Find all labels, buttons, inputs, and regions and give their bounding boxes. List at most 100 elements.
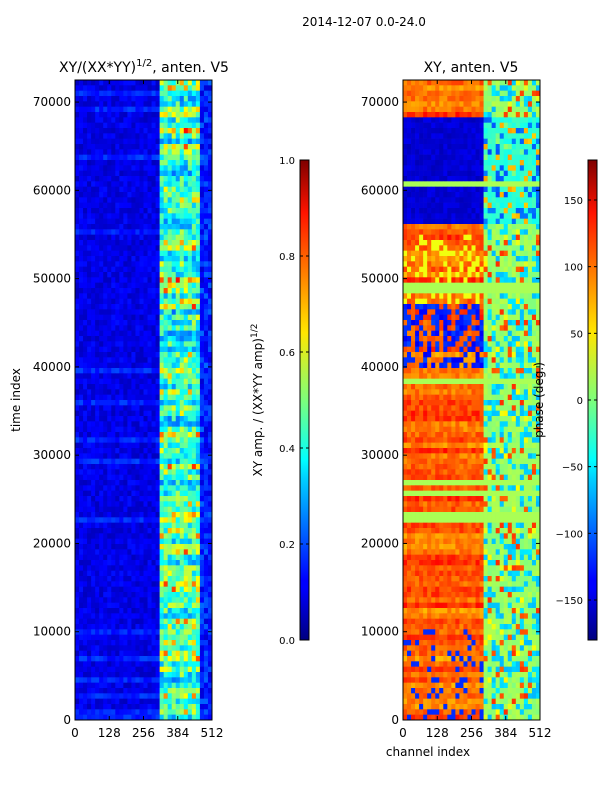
left-heatmap-cell xyxy=(187,410,193,417)
left-heatmap-cell xyxy=(155,586,160,593)
left-heatmap-cell xyxy=(111,288,116,294)
left-heatmap-cell xyxy=(179,480,185,486)
left-heatmap-cell xyxy=(107,554,112,561)
right-heatmap-cell xyxy=(435,149,440,155)
left-heatmap-cell xyxy=(111,240,116,246)
left-heatmap-cell xyxy=(119,197,124,203)
right-heatmap-cell xyxy=(427,192,432,198)
left-heatmap-cell xyxy=(119,170,124,177)
left-heatmap-cell xyxy=(143,474,148,481)
left-heatmap-cell xyxy=(183,693,189,699)
left-heatmap-cell xyxy=(175,474,181,481)
left-heatmap-cell xyxy=(159,336,164,342)
left-heatmap-cell xyxy=(147,336,152,342)
left-heatmap-cell xyxy=(143,85,148,91)
left-heatmap-cell xyxy=(139,613,144,619)
left-heatmap-cell xyxy=(207,149,213,155)
right-heatmap-cell xyxy=(407,112,412,118)
right-heatmap-cell xyxy=(507,192,513,198)
right-heatmap-cell xyxy=(447,160,452,166)
left-heatmap-cell xyxy=(147,586,152,593)
left-heatmap-cell xyxy=(131,464,136,470)
right-heatmap-cell xyxy=(471,176,476,182)
right-heatmap-cell xyxy=(423,154,428,161)
left-heatmap-cell xyxy=(91,704,96,710)
left-heatmap-cell xyxy=(83,480,88,486)
left-heatmap-cell xyxy=(91,181,96,187)
left-heatmap-cell xyxy=(123,133,128,139)
left-heatmap-cell xyxy=(79,373,84,379)
left-heatmap-cell xyxy=(203,405,209,411)
left-heatmap-cell xyxy=(103,256,108,262)
left-heatmap-cell xyxy=(79,544,84,550)
left-heatmap-cell xyxy=(111,602,116,609)
left-heatmap-cell xyxy=(191,704,197,710)
left-heatmap-cell xyxy=(147,373,152,379)
left-heatmap-cell xyxy=(171,394,177,401)
left-heatmap-cell xyxy=(79,496,84,502)
left-heatmap-cell xyxy=(143,368,148,374)
left-heatmap-cell xyxy=(103,560,108,566)
left-heatmap-cell xyxy=(79,666,84,673)
left-heatmap-cell xyxy=(175,138,181,145)
left-heatmap-cell xyxy=(171,538,177,545)
left-heatmap-cell xyxy=(119,474,124,481)
left-heatmap-cell xyxy=(155,613,160,619)
left-heatmap-cell xyxy=(95,480,100,486)
left-y-tick-label: 0 xyxy=(63,713,71,727)
right-heatmap-cell xyxy=(519,197,525,203)
left-heatmap-cell xyxy=(139,533,144,539)
left-heatmap-cell xyxy=(95,688,100,694)
left-heatmap-cell xyxy=(75,90,80,97)
left-heatmap-cell xyxy=(183,384,189,390)
left-heatmap-cell xyxy=(79,474,84,481)
left-heatmap-cell xyxy=(99,368,104,374)
left-heatmap-cell xyxy=(147,597,152,603)
left-heatmap-cell xyxy=(115,453,120,459)
left-heatmap-cell xyxy=(83,266,88,273)
left-heatmap-cell xyxy=(111,320,116,326)
left-heatmap-cell xyxy=(155,570,160,577)
left-heatmap-cell xyxy=(127,602,132,609)
left-heatmap-cell xyxy=(147,608,152,614)
left-heatmap-cell xyxy=(79,368,84,374)
left-heatmap-cell xyxy=(111,650,116,657)
left-heatmap-cell xyxy=(147,288,152,294)
left-heatmap-cell xyxy=(111,432,116,438)
left-heatmap-cell xyxy=(115,357,120,363)
left-heatmap-cell xyxy=(119,634,124,641)
left-heatmap-cell xyxy=(91,229,96,235)
left-heatmap-cell xyxy=(143,256,148,262)
left-heatmap-cell xyxy=(159,138,164,145)
left-heatmap-cell xyxy=(207,330,213,337)
right-heatmap-cell xyxy=(495,192,501,198)
left-heatmap-cell xyxy=(131,144,136,150)
left-heatmap-cell xyxy=(123,192,128,198)
left-heatmap-cell xyxy=(95,522,100,529)
left-heatmap-cell xyxy=(183,714,189,721)
left-heatmap-cell xyxy=(195,330,201,337)
left-heatmap-cell xyxy=(111,357,116,363)
left-heatmap-cell xyxy=(159,309,164,315)
right-heatmap-cell xyxy=(531,154,537,161)
left-heatmap-cell xyxy=(123,677,128,683)
left-heatmap-cell xyxy=(99,384,104,390)
left-heatmap-cell xyxy=(107,613,112,619)
left-heatmap-cell xyxy=(151,538,156,545)
left-heatmap-cell xyxy=(167,309,173,315)
left-heatmap-cell xyxy=(139,250,144,257)
left-heatmap-cell xyxy=(159,618,164,625)
left-heatmap-cell xyxy=(159,581,164,587)
right-heatmap-cell xyxy=(527,154,533,161)
left-heatmap-cell xyxy=(131,698,136,705)
left-heatmap-cell xyxy=(179,704,185,710)
left-heatmap-cell xyxy=(155,213,160,219)
left-heatmap-cell xyxy=(183,645,189,651)
left-heatmap-cell xyxy=(155,592,160,598)
left-heatmap-cell xyxy=(103,368,108,374)
left-heatmap-cell xyxy=(195,554,201,561)
left-heatmap-cell xyxy=(179,544,185,550)
left-heatmap-cell xyxy=(79,128,84,134)
left-heatmap-cell xyxy=(99,528,104,534)
left-heatmap-cell xyxy=(167,298,173,305)
